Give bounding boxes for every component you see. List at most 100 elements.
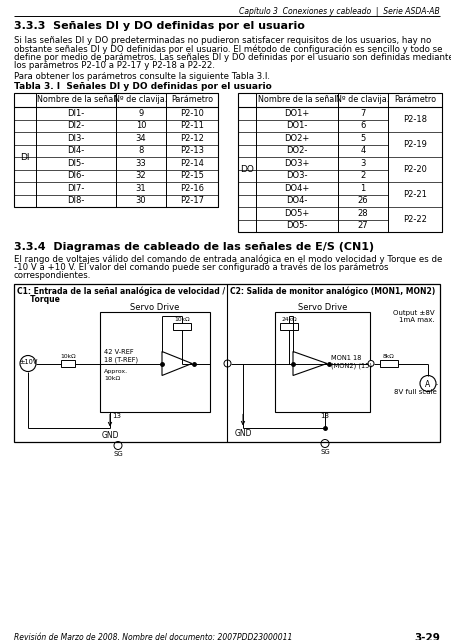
Text: 33: 33 <box>135 159 146 168</box>
Text: Output ±8V: Output ±8V <box>392 310 434 316</box>
Text: P2-13: P2-13 <box>179 147 203 156</box>
Circle shape <box>367 360 373 367</box>
Text: los parámetros P2-10 a P2-17 y P2-18 a P2-22.: los parámetros P2-10 a P2-17 y P2-18 a P… <box>14 61 215 70</box>
Text: obstante señales DI y DO definidas por el usuario. El método de configuración es: obstante señales DI y DO definidas por e… <box>14 45 442 54</box>
Text: DO4-: DO4- <box>285 196 307 205</box>
Text: Servo Drive: Servo Drive <box>297 303 346 312</box>
Text: P2-12: P2-12 <box>179 134 203 143</box>
Text: SG: SG <box>113 451 123 456</box>
Bar <box>61 360 75 367</box>
Text: DO1+: DO1+ <box>284 109 309 118</box>
Text: Revisión de Marzo de 2008, Nombre del documento: 2007PDD23000011: Revisión de Marzo de 2008, Nombre del do… <box>14 633 292 640</box>
Text: 10kΩ: 10kΩ <box>60 354 76 359</box>
Bar <box>274 312 369 412</box>
Text: 18 (T-REF): 18 (T-REF) <box>104 356 138 363</box>
Text: correspondientes.: correspondientes. <box>14 271 91 280</box>
Text: 32: 32 <box>135 172 146 180</box>
Text: P2-21: P2-21 <box>402 190 426 199</box>
Text: 2: 2 <box>359 172 365 180</box>
Text: P2-19: P2-19 <box>402 140 426 149</box>
Text: 8: 8 <box>138 147 143 156</box>
Text: DO3-: DO3- <box>285 172 307 180</box>
Text: 3.3.4  Diagramas de cableado de las señales de E/S (CN1): 3.3.4 Diagramas de cableado de las señal… <box>14 242 373 252</box>
Text: 31: 31 <box>135 184 146 193</box>
Text: GND: GND <box>101 431 119 440</box>
Text: 1: 1 <box>359 184 365 193</box>
Text: DI7-: DI7- <box>67 184 84 193</box>
Text: Servo Drive: Servo Drive <box>130 303 179 312</box>
Text: P2-14: P2-14 <box>179 159 203 168</box>
Text: 24kΩ: 24kΩ <box>281 317 296 322</box>
Text: C2: Salida de monitor analógico (MON1, MON2): C2: Salida de monitor analógico (MON1, M… <box>230 287 434 296</box>
Bar <box>279 323 297 330</box>
Text: Nombre de la señal: Nombre de la señal <box>37 95 115 104</box>
Text: DO3+: DO3+ <box>284 159 309 168</box>
Text: 42 V-REF: 42 V-REF <box>104 349 133 355</box>
Text: P2-15: P2-15 <box>179 172 203 180</box>
Text: 3-29: 3-29 <box>413 633 439 640</box>
Text: DO2+: DO2+ <box>284 134 309 143</box>
Text: SG: SG <box>319 449 329 454</box>
Bar <box>100 312 210 412</box>
Text: -10 V a +10 V. El valor del comando puede ser configurado a través de los paráme: -10 V a +10 V. El valor del comando pued… <box>14 262 388 272</box>
Text: DI: DI <box>20 152 30 161</box>
Text: DO5-: DO5- <box>285 221 307 230</box>
Text: 8V full scale: 8V full scale <box>393 388 436 394</box>
Text: GND: GND <box>234 429 251 438</box>
Text: 7: 7 <box>359 109 365 118</box>
Text: DO: DO <box>239 165 253 174</box>
Text: ±10V: ±10V <box>19 360 37 365</box>
Text: DI8-: DI8- <box>67 196 84 205</box>
Text: P2-16: P2-16 <box>179 184 203 193</box>
Text: Nº de clavija.: Nº de clavija. <box>114 95 167 104</box>
Text: Nº de clavija.: Nº de clavija. <box>336 95 389 104</box>
Text: C1: Entrada de la señal analógica de velocidad /: C1: Entrada de la señal analógica de vel… <box>17 287 225 296</box>
Text: DI5-: DI5- <box>67 159 84 168</box>
Text: P2-10: P2-10 <box>179 109 203 118</box>
Bar <box>379 360 397 367</box>
Text: Approx.: Approx. <box>104 369 128 374</box>
Text: P2-11: P2-11 <box>179 121 203 131</box>
Bar <box>14 284 439 442</box>
Text: P2-18: P2-18 <box>402 115 426 124</box>
Text: 26: 26 <box>357 196 368 205</box>
Bar <box>238 93 441 232</box>
Text: 28: 28 <box>357 209 368 218</box>
Text: DI4-: DI4- <box>67 147 84 156</box>
Text: DI6-: DI6- <box>67 172 84 180</box>
Text: MON1 18: MON1 18 <box>330 355 361 362</box>
Text: 30: 30 <box>135 196 146 205</box>
Text: 34: 34 <box>135 134 146 143</box>
Text: DO5+: DO5+ <box>284 209 309 218</box>
Text: 1mA max.: 1mA max. <box>399 317 434 323</box>
Text: 8kΩ: 8kΩ <box>382 354 394 359</box>
Text: P2-20: P2-20 <box>402 165 426 174</box>
Text: DI3-: DI3- <box>67 134 84 143</box>
Text: (MON2) (15): (MON2) (15) <box>330 362 371 369</box>
Text: P2-17: P2-17 <box>179 196 203 205</box>
Text: DI1-: DI1- <box>67 109 84 118</box>
Bar <box>173 323 191 330</box>
Text: 10kΩ: 10kΩ <box>174 317 189 322</box>
Text: Parámetro: Parámetro <box>393 95 435 104</box>
Text: 9: 9 <box>138 109 143 118</box>
Text: 3: 3 <box>359 159 365 168</box>
Text: 4: 4 <box>359 147 365 156</box>
Text: Para obtener los parámetros consulte la siguiente Tabla 3.I.: Para obtener los parámetros consulte la … <box>14 72 269 81</box>
Text: 5: 5 <box>359 134 365 143</box>
Text: 3.3.3  Señales DI y DO definidas por el usuario: 3.3.3 Señales DI y DO definidas por el u… <box>14 21 304 31</box>
Bar <box>14 93 217 207</box>
Text: DO1-: DO1- <box>285 121 307 131</box>
Text: define por medio de parámetros. Las señales DI y DO definidas por el usuario son: define por medio de parámetros. Las seña… <box>14 53 451 62</box>
Text: Tabla 3. I  Señales DI y DO definidas por el usuario: Tabla 3. I Señales DI y DO definidas por… <box>14 82 271 91</box>
Text: Nombre de la señal: Nombre de la señal <box>257 95 336 104</box>
Text: Capítulo 3  Conexiones y cableado  |  Serie ASDA-AB: Capítulo 3 Conexiones y cableado | Serie… <box>239 7 439 16</box>
Text: Parámetro: Parámetro <box>170 95 212 104</box>
Text: 27: 27 <box>357 221 368 230</box>
Text: DO2-: DO2- <box>285 147 307 156</box>
Text: DI2-: DI2- <box>67 121 84 131</box>
Text: DO4+: DO4+ <box>284 184 309 193</box>
Text: A: A <box>424 380 430 389</box>
Text: P2-22: P2-22 <box>402 215 426 224</box>
Text: Si las señales DI y DO predeterminadas no pudieron satisfacer requisitos de los : Si las señales DI y DO predeterminadas n… <box>14 36 430 45</box>
